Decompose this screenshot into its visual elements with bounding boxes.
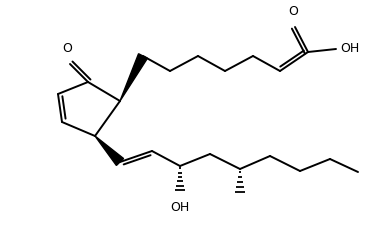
Polygon shape [120,54,147,101]
Text: O: O [62,42,72,55]
Text: O: O [288,5,298,18]
Text: OH: OH [170,201,190,214]
Text: OH: OH [340,43,359,55]
Polygon shape [95,136,124,165]
